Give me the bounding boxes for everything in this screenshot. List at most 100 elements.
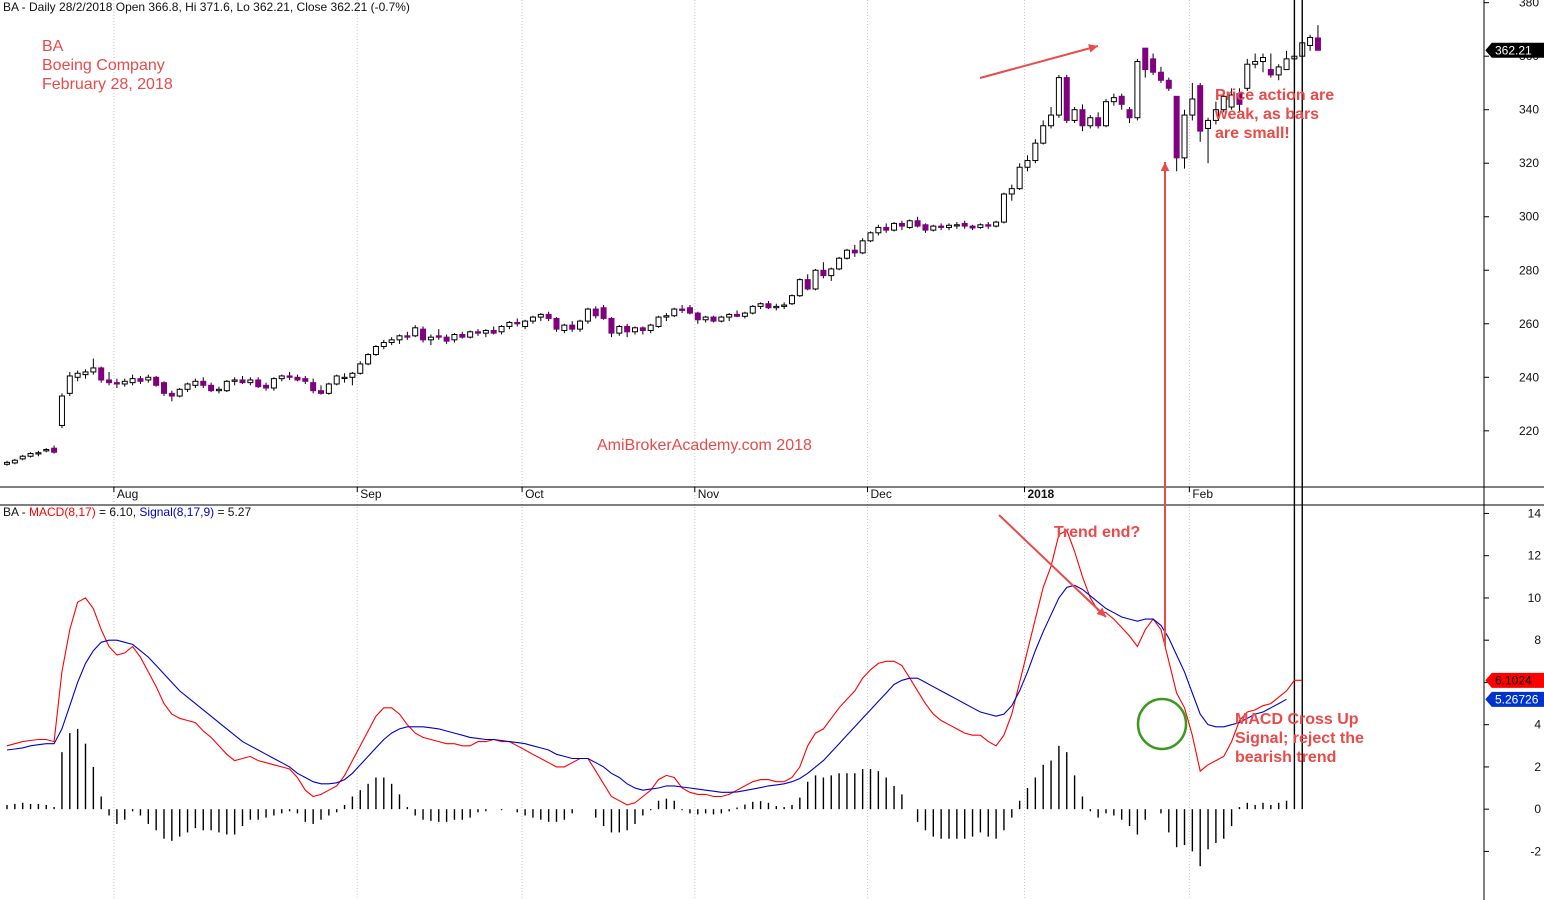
- candle-down: [600, 307, 607, 319]
- candle-down: [302, 378, 309, 382]
- candle-up: [1048, 114, 1055, 127]
- candle-up: [1252, 61, 1259, 65]
- candle-up: [828, 268, 835, 277]
- candle-up: [247, 379, 254, 384]
- price-trend-arrow: [979, 45, 1099, 79]
- candle-up: [946, 224, 952, 228]
- candle-up: [1071, 109, 1078, 121]
- candle-up: [365, 354, 372, 365]
- candle-up: [396, 335, 403, 341]
- price-tick-label: 240: [1519, 370, 1539, 384]
- macd-tick-label: 10: [1528, 591, 1542, 605]
- candle-up: [875, 226, 882, 234]
- candle-up: [655, 316, 662, 327]
- candle-up: [231, 379, 238, 382]
- candle-up: [506, 321, 513, 327]
- candle-up: [349, 372, 356, 378]
- candle-up: [270, 378, 277, 389]
- month-label-2018: 2018: [1028, 487, 1055, 501]
- candle-up: [325, 383, 332, 394]
- candle-up: [19, 455, 26, 460]
- candle-down: [679, 308, 686, 311]
- macd-note-line-1: MACD Cross Up: [1235, 711, 1359, 728]
- candle-up: [1228, 94, 1235, 108]
- macd-header-macd-name: MACD(8,17): [29, 505, 96, 519]
- price-panel-header: BA - Daily 28/2/2018 Open 366.8, Hi 371.…: [3, 0, 410, 14]
- candle-up: [129, 378, 136, 384]
- candle-up: [82, 371, 89, 376]
- candle-down: [820, 269, 827, 277]
- candle-down: [106, 379, 113, 384]
- candle-down: [443, 336, 450, 342]
- macd-note-line-2: Signal; reject the: [1235, 730, 1364, 747]
- candle-up: [215, 388, 222, 392]
- candle-up: [176, 388, 183, 397]
- signal-value-tag-bg: [1485, 691, 1544, 707]
- macd-header-macd-value: = 6.10,: [95, 505, 140, 519]
- candle-up: [35, 452, 42, 455]
- candle-up: [451, 333, 458, 341]
- candle-up: [74, 372, 81, 378]
- candle-down: [1267, 69, 1274, 76]
- month-label-aug: Aug: [117, 487, 138, 501]
- candle-up: [184, 383, 191, 390]
- candle-down: [694, 312, 701, 321]
- candle-up: [1087, 117, 1094, 127]
- candle-down: [883, 226, 890, 231]
- title-line-date: February 28, 2018: [42, 76, 173, 93]
- candle-down: [1173, 95, 1180, 159]
- candle-down: [961, 222, 968, 227]
- price-candles: [4, 25, 1321, 466]
- month-axis: Aug Sep Oct Nov Dec 2018 Feb: [113, 487, 1213, 501]
- candle-down: [1314, 37, 1321, 51]
- candle-down: [404, 335, 411, 338]
- candle-down: [153, 376, 160, 386]
- annotation-shapes: [979, 44, 1188, 751]
- title-line-symbol: BA: [42, 38, 64, 55]
- candle-up: [1008, 188, 1015, 195]
- candle-up: [741, 312, 748, 317]
- candle-up: [1032, 142, 1039, 162]
- macd-tick-label: 0: [1534, 802, 1541, 816]
- candle-up: [647, 324, 654, 331]
- candle-down: [239, 379, 246, 384]
- candle-up: [192, 380, 199, 386]
- candle-up: [1016, 166, 1023, 190]
- candle-down: [851, 249, 858, 254]
- candle-up: [412, 327, 419, 337]
- candle-down: [420, 328, 427, 341]
- macd-tick-label: 8: [1534, 633, 1541, 647]
- macd-line: [6, 529, 1303, 806]
- price-tick-label: 380: [1519, 0, 1539, 10]
- price-note-line-2: weak, as bars: [1215, 106, 1320, 123]
- candle-up: [726, 313, 733, 318]
- month-gridlines: [113, 0, 1190, 900]
- candle-down: [1095, 117, 1102, 127]
- candle-down: [294, 376, 301, 381]
- candle-up: [867, 232, 874, 242]
- candle-up: [977, 224, 984, 228]
- macd-value-tag: 6.1024: [1495, 673, 1532, 687]
- candle-up: [1055, 77, 1062, 116]
- candle-down: [200, 380, 207, 386]
- candle-down: [734, 313, 741, 317]
- candle-up: [341, 376, 348, 379]
- candle-up: [843, 249, 850, 259]
- candle-down: [208, 384, 215, 392]
- macd-header-signal-name: Signal(8,17,9): [139, 505, 215, 519]
- price-tick-label: 220: [1519, 424, 1539, 438]
- candle-down: [459, 333, 466, 338]
- macd-trend-arrow-head: [1096, 607, 1106, 617]
- candle-down: [286, 375, 293, 378]
- macd-plot: [6, 0, 1303, 867]
- candle-down: [624, 325, 631, 333]
- candle-down: [1150, 58, 1157, 73]
- candle-down: [490, 329, 497, 334]
- candle-down: [475, 331, 481, 334]
- month-label-feb: Feb: [1192, 487, 1213, 501]
- candle-down: [161, 382, 167, 394]
- candle-up: [663, 315, 670, 318]
- candle-up: [906, 220, 913, 228]
- candle-down: [1236, 93, 1243, 105]
